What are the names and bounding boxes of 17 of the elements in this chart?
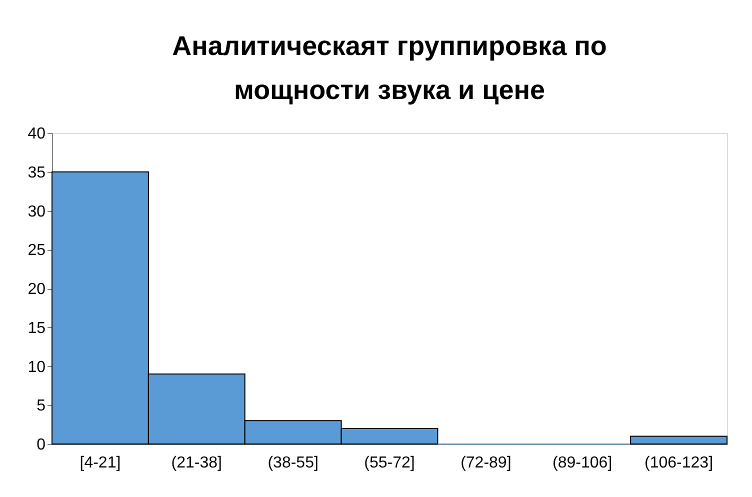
y-tick-label: 30	[28, 203, 46, 220]
x-tick-label: (55-72]	[364, 454, 415, 472]
x-tick-label: (106-123]	[644, 454, 714, 472]
y-tick-label: 40	[28, 126, 46, 142]
y-tick-label: 25	[28, 242, 46, 260]
y-tick-label: 20	[28, 281, 46, 298]
y-tick-label: 10	[28, 358, 46, 376]
y-tick-label: 5	[36, 398, 46, 415]
chart-title: Аналитическаят группировка по мощности звука и цене	[172, 31, 607, 105]
y-tick-label: 0	[36, 436, 46, 454]
x-tick-label: (21-38]	[171, 454, 222, 472]
y-tick-label: 15	[28, 320, 46, 337]
x-tick-label: (72-89]	[460, 454, 512, 472]
x-tick-label: (89-106]	[552, 454, 612, 472]
x-tick-label: [4-21]	[80, 454, 121, 472]
x-tick-label: (38-55]	[268, 454, 318, 472]
y-tick-label: 35	[28, 164, 46, 182]
